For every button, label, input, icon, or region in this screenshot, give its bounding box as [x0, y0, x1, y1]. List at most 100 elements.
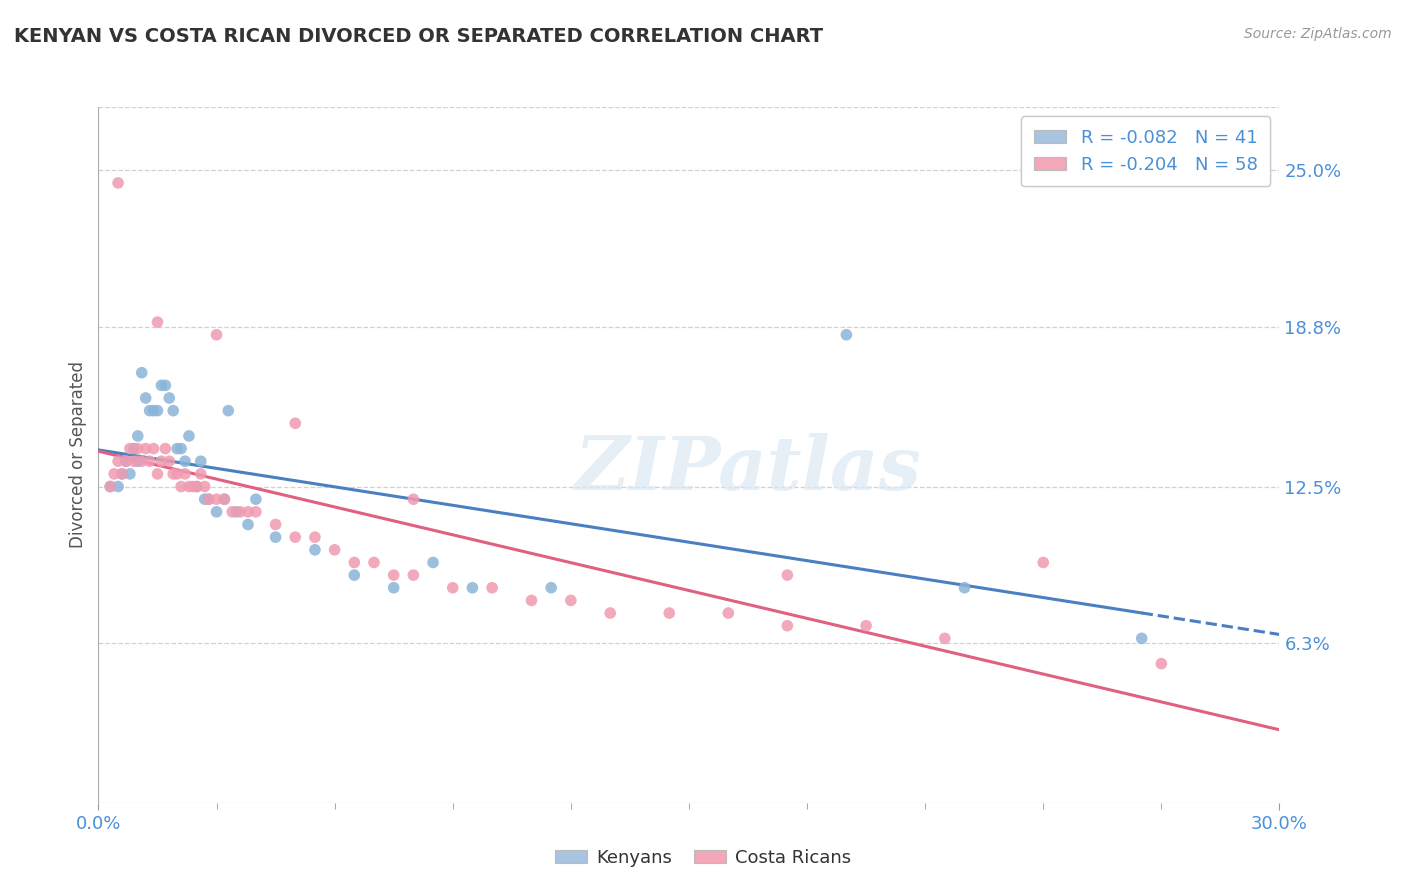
Point: [540, 581, 562, 595]
Legend: R = -0.082   N = 41, R = -0.204   N = 58: R = -0.082 N = 41, R = -0.204 N = 58: [1021, 116, 1271, 186]
Point: [162, 403, 184, 417]
Point: [166, 467, 188, 481]
Point: [194, 479, 217, 493]
Point: [197, 492, 219, 507]
Point: [441, 581, 464, 595]
Point: [186, 479, 208, 493]
Point: [717, 606, 740, 620]
Point: [264, 530, 287, 544]
Point: [181, 479, 204, 493]
Point: [103, 467, 125, 481]
Point: [194, 492, 217, 507]
Point: [174, 467, 197, 481]
Point: [131, 454, 153, 468]
Point: [118, 467, 141, 481]
Point: [190, 454, 212, 468]
Point: [264, 517, 287, 532]
Point: [599, 606, 621, 620]
Point: [186, 479, 208, 493]
Point: [157, 454, 180, 468]
Point: [236, 517, 259, 532]
Point: [138, 403, 160, 417]
Point: [122, 442, 145, 456]
Point: [245, 492, 267, 507]
Point: [155, 378, 177, 392]
Text: KENYAN VS COSTA RICAN DIVORCED OR SEPARATED CORRELATION CHART: KENYAN VS COSTA RICAN DIVORCED OR SEPARA…: [14, 27, 823, 45]
Point: [214, 492, 236, 507]
Point: [146, 467, 169, 481]
Point: [855, 618, 877, 632]
Point: [177, 479, 200, 493]
Point: [402, 568, 425, 582]
Point: [481, 581, 503, 595]
Point: [111, 467, 134, 481]
Point: [343, 556, 366, 570]
Point: [214, 492, 236, 507]
Point: [150, 454, 173, 468]
Point: [98, 479, 121, 493]
Point: [150, 378, 173, 392]
Point: [343, 568, 366, 582]
Point: [1150, 657, 1173, 671]
Point: [166, 442, 188, 456]
Point: [382, 568, 405, 582]
Point: [520, 593, 543, 607]
Point: [127, 429, 149, 443]
Point: [205, 492, 228, 507]
Point: [323, 542, 346, 557]
Point: [658, 606, 681, 620]
Point: [170, 442, 193, 456]
Point: [217, 403, 239, 417]
Point: [205, 327, 228, 342]
Point: [221, 505, 243, 519]
Point: [229, 505, 252, 519]
Point: [953, 581, 976, 595]
Point: [135, 391, 157, 405]
Point: [174, 454, 197, 468]
Point: [111, 467, 134, 481]
Point: [225, 505, 247, 519]
Point: [146, 403, 169, 417]
Point: [177, 429, 200, 443]
Point: [304, 542, 326, 557]
Point: [236, 505, 259, 519]
Y-axis label: Divorced or Separated: Divorced or Separated: [69, 361, 87, 549]
Point: [1130, 632, 1153, 646]
Point: [560, 593, 582, 607]
Point: [142, 403, 165, 417]
Point: [422, 556, 444, 570]
Point: [115, 454, 138, 468]
Point: [284, 530, 307, 544]
Legend: Kenyans, Costa Ricans: Kenyans, Costa Ricans: [547, 842, 859, 874]
Point: [190, 467, 212, 481]
Point: [107, 479, 129, 493]
Point: [402, 492, 425, 507]
Point: [155, 442, 177, 456]
Point: [162, 467, 184, 481]
Point: [461, 581, 484, 595]
Point: [142, 442, 165, 456]
Point: [382, 581, 405, 595]
Point: [197, 492, 219, 507]
Point: [1032, 556, 1054, 570]
Point: [127, 454, 149, 468]
Point: [835, 327, 858, 342]
Point: [107, 176, 129, 190]
Point: [107, 454, 129, 468]
Point: [98, 479, 121, 493]
Point: [304, 530, 326, 544]
Point: [122, 454, 145, 468]
Point: [776, 618, 799, 632]
Point: [157, 391, 180, 405]
Text: Source: ZipAtlas.com: Source: ZipAtlas.com: [1244, 27, 1392, 41]
Point: [170, 479, 193, 493]
Point: [115, 454, 138, 468]
Point: [245, 505, 267, 519]
Point: [138, 454, 160, 468]
Point: [146, 315, 169, 329]
Point: [934, 632, 956, 646]
Point: [363, 556, 385, 570]
Point: [127, 442, 149, 456]
Point: [131, 366, 153, 380]
Point: [135, 442, 157, 456]
